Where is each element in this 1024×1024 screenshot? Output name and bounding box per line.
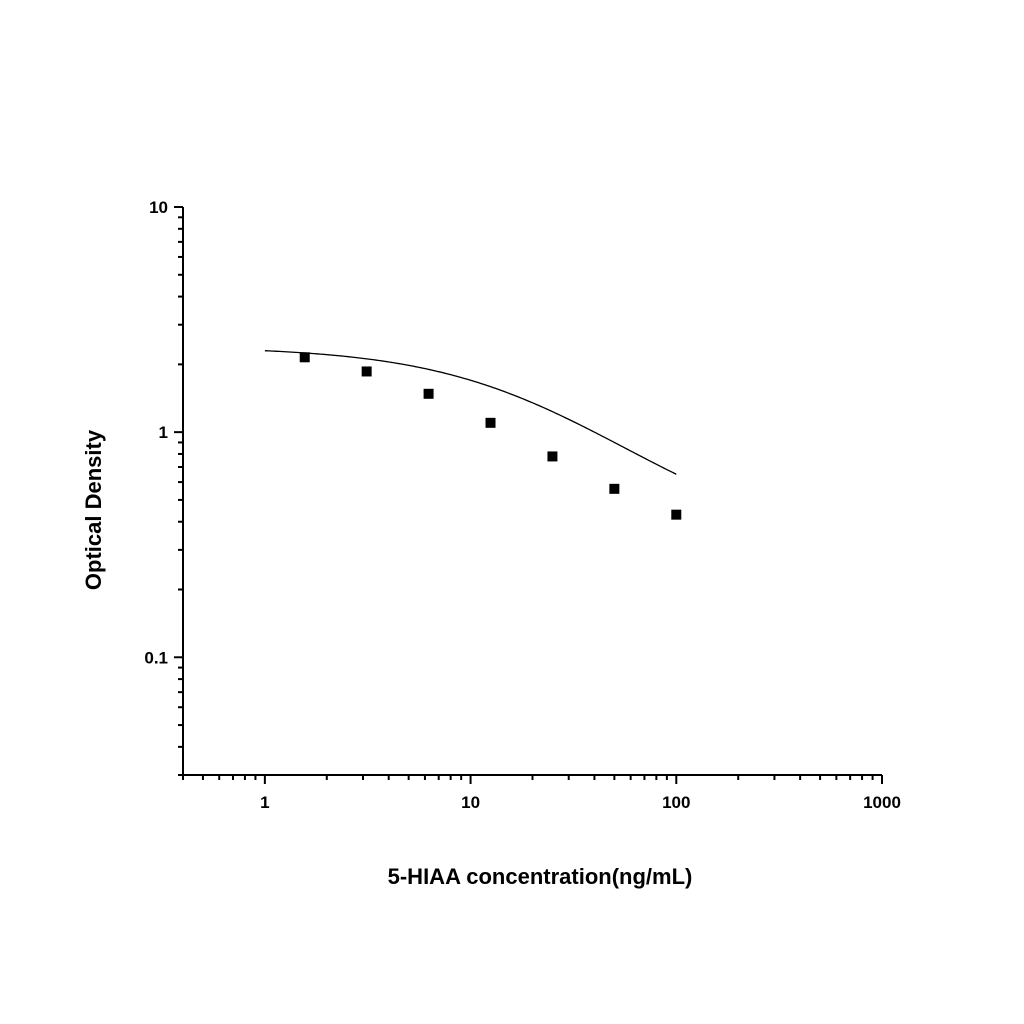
data-points [299,352,682,520]
data-point [671,509,682,520]
fit-curve-layer [264,350,677,475]
y-tick-label: 10 [149,198,168,217]
x-tick-label: 100 [662,793,690,812]
data-point [361,366,372,377]
data-point [299,352,310,363]
x-tick-label: 1000 [863,793,901,812]
data-point [547,451,558,462]
x-axis-title: 5-HIAA concentration(ng/mL) [388,864,693,889]
y-tick-label: 1 [159,423,168,442]
y-axis-title: Optical Density [81,429,106,590]
data-point [423,388,434,399]
x-tick-label: 10 [461,793,480,812]
x-tick-label: 1 [260,793,269,812]
data-point [609,483,620,494]
axes [182,207,882,776]
data-point [485,417,496,428]
y-tick-label: 0.1 [144,648,168,667]
fit-curve [264,350,677,475]
ticks: 1 10 100 1000 0.1 1 10 [144,198,901,812]
